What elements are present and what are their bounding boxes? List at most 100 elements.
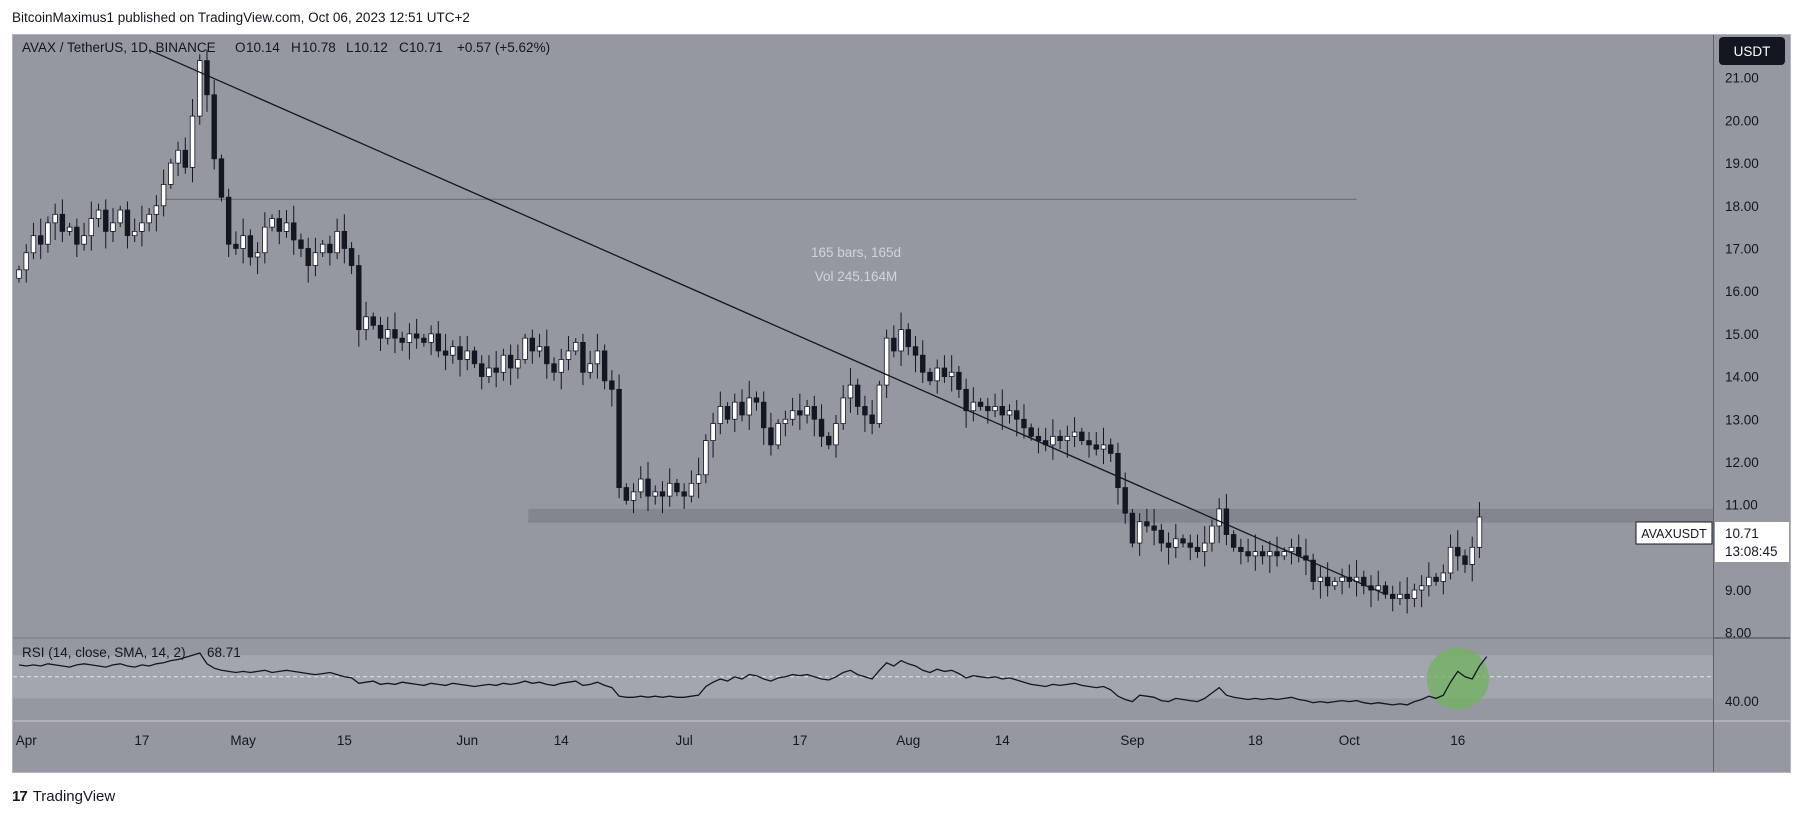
candle [1382,581,1389,599]
candle [1064,425,1071,458]
candle [1165,532,1172,565]
candle [1404,577,1410,614]
candle [385,316,391,345]
candle [1339,568,1345,595]
candle [956,365,962,398]
candle [1390,585,1396,612]
candle [804,400,810,424]
candle [211,79,217,170]
candle [977,397,984,411]
candle [941,355,948,383]
candle [1050,419,1056,460]
rsi-breakout-highlight [1426,647,1489,710]
legend-high-value: 10.78 [302,40,336,55]
y-axis-tick: 8.00 [1725,626,1751,641]
candle [291,205,297,255]
candle [1411,583,1418,608]
candle [1288,538,1295,565]
candle [1071,417,1078,448]
candle [703,434,709,484]
currency-button[interactable]: USDT [1719,37,1785,65]
candle [789,397,796,426]
rsi-title: RSI (14, close, SMA, 14, 2) [22,645,186,660]
candle [74,218,80,258]
candle [1238,538,1244,565]
candle [507,344,514,386]
candle [1455,530,1461,571]
candle [826,432,832,450]
candle [876,380,883,428]
y-axis-tick: 14.00 [1725,370,1759,385]
price-axis-bg[interactable] [1714,35,1790,720]
candle [1433,572,1439,586]
candle [399,331,405,351]
candle [1194,534,1201,559]
candle [131,218,138,243]
x-axis-tick: 17 [134,733,149,748]
candlestick-chart[interactable]: 8.009.0010.0011.0012.0013.0014.0015.0016… [13,35,1790,772]
x-axis-tick: 14 [995,733,1011,748]
candle [963,378,969,428]
candle [370,312,376,330]
chart-frame[interactable]: 8.009.0010.0011.0012.0013.0014.0015.0016… [12,34,1791,773]
candle [348,242,355,275]
candle [1187,534,1193,561]
x-axis-tick: Jul [676,733,693,748]
axis-corner [1714,722,1790,772]
candle [1426,562,1432,597]
candle [1245,538,1251,563]
candle [1093,432,1099,456]
candle [1375,570,1381,601]
rsi-current-value: 68.71 [207,645,241,660]
candle [529,329,536,364]
candle [565,336,572,371]
candle [1440,564,1447,595]
candle [1397,581,1403,605]
candle [312,237,319,277]
candle [269,214,275,232]
candle [110,207,116,243]
candle [486,355,492,383]
legend-high-label: H [291,40,301,55]
candle [95,203,102,228]
rsi-line [18,652,1488,706]
candle [37,218,44,260]
tradingview-logo-icon: 17 [12,788,28,805]
time-axis-bg[interactable] [13,722,1713,772]
price-tag-countdown: 13:08:45 [1725,544,1778,559]
candle [59,199,66,243]
candle [999,389,1005,430]
candle [1252,534,1259,571]
candle [254,242,261,275]
y-axis-tick: 17.00 [1725,241,1759,256]
candle [645,461,651,512]
candle [912,336,919,373]
candle [854,378,861,415]
candle [746,380,752,430]
candle [652,485,658,505]
last-price-tag: AVAXUSDT 10.71 13:08:45 [1635,521,1789,562]
tradingview-logo[interactable]: 17 TradingView [12,788,115,805]
attribution-text: BitcoinMaximus1 published on TradingView… [12,10,470,25]
candle [883,329,890,398]
candle [1447,534,1454,580]
legend-change: +0.57 (+5.62%) [457,40,550,55]
descending-trendline[interactable] [148,49,1386,595]
candle [659,481,666,514]
candle [862,395,868,433]
x-axis-tick: Sep [1120,733,1144,748]
candle [1324,562,1331,597]
candle [204,49,210,112]
candle [175,141,181,176]
candle [674,479,680,497]
candle [500,348,507,381]
candle [88,201,94,251]
candle [558,348,564,390]
currency-button-label[interactable]: USDT [1734,44,1771,59]
candle [934,359,940,394]
candle [760,391,767,445]
candle [717,391,724,435]
tradingview-logo-text: TradingView [32,788,116,805]
x-axis-tick: 17 [792,733,807,748]
candle [168,158,174,189]
